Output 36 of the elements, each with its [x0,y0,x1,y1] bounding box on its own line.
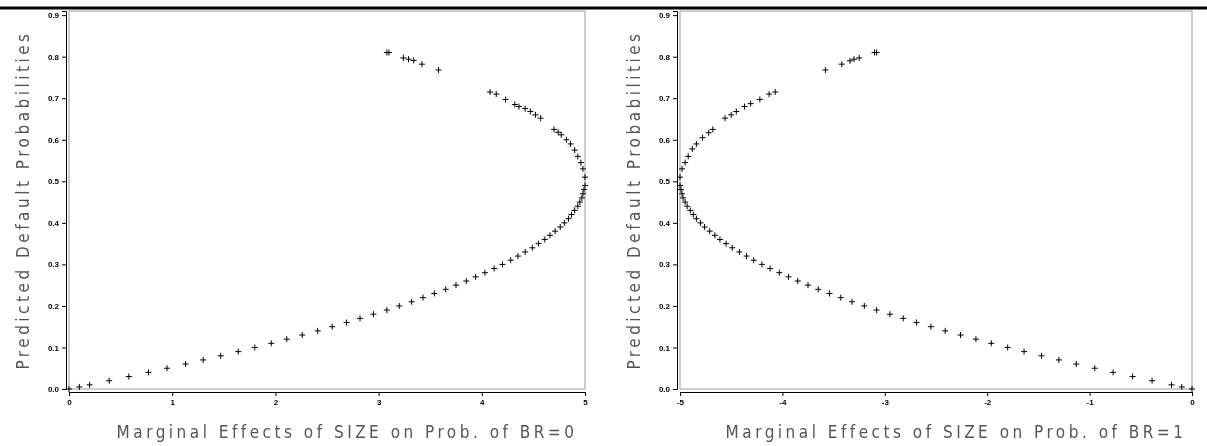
y-axis-title: Predicted Default Probabilities [624,30,644,370]
y-tick-label: 0.8 [47,52,60,62]
y-tick-label: 0.0 [658,385,671,395]
x-tick-label: 1 [170,397,176,407]
y-tick-label: 0.4 [658,218,671,228]
y-tick-label: 0.0 [47,385,60,395]
x-tick-label: 4 [480,397,486,407]
y-tick-label: 0.8 [658,52,671,62]
y-tick-label: 0.3 [47,260,60,270]
y-tick-label: 0.2 [47,301,60,311]
x-tick-label: -5 [676,397,685,407]
y-tick-label: 0.1 [658,343,671,353]
y-tick-label: 0.6 [47,135,60,145]
y-tick-label: 0.5 [658,177,671,187]
y-tick-label: 0.7 [47,94,60,104]
y-tick-label: 0.1 [47,343,60,353]
y-tick-label: 0.2 [658,301,671,311]
y-tick-label: 0.5 [47,177,60,187]
y-tick-label: 0.4 [47,218,60,228]
x-tick-label: 3 [376,397,382,407]
y-tick-label: 0.6 [658,135,671,145]
x-tick-label: -1 [1086,397,1095,407]
x-tick-label: -2 [984,397,992,407]
x-tick-label: 2 [273,397,279,407]
x-tick-label: -4 [779,397,787,407]
y-tick-label: 0.3 [658,260,671,270]
x-tick-label: 0 [1190,397,1196,407]
y-tick-label: 0.7 [658,94,671,104]
x-tick-label: 5 [583,397,589,407]
y-tick-label: 0.9 [47,11,60,21]
x-tick-label: -3 [881,397,890,407]
x-tick-label: 0 [67,397,73,407]
x-axis-title: Marginal Effects of SIZE on Prob. of BR=1 [725,422,1187,442]
x-axis-title: Marginal Effects of SIZE on Prob. of BR=0 [116,422,578,442]
y-tick-label: 0.9 [658,11,671,21]
y-axis-title: Predicted Default Probabilities [13,30,33,370]
